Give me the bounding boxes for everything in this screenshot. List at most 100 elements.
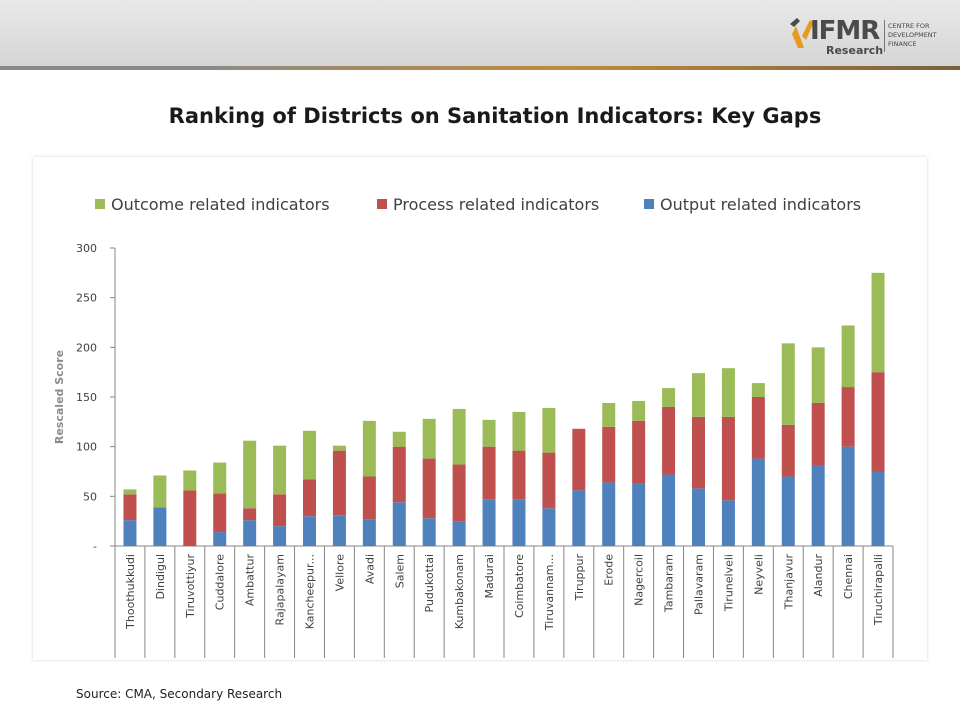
logo-divider [884,20,885,52]
bar-segment [721,368,735,417]
x-tick-label: Thanjavur [782,554,795,611]
bar-segment [362,519,376,546]
bar-segment [213,493,227,533]
bar-segment [153,475,167,508]
legend-swatch [644,199,654,209]
bar-segment [332,445,346,451]
bar-segment [692,488,705,546]
y-tick-label: 200 [76,341,97,354]
source-note: Source: CMA, Secondary Research [76,687,283,701]
header-accent-line [0,66,960,70]
stacked-bar-chart: - 50 100 150 200 250 300 Rescaled Score Thoothuk… [53,195,894,658]
bar-segment [123,489,137,495]
bar-segment [213,462,227,494]
bar-segment [452,464,466,522]
legend-label: Process related indicators [393,195,599,214]
x-tick-label: Kancheepur... [304,554,317,629]
x-tick-label: Salem [393,554,406,588]
x-tick-label: Alandur [812,554,825,597]
bar-segment [183,490,197,546]
bar-segment [273,445,287,495]
bar-segment [482,446,496,500]
bar-segment [213,532,227,546]
y-tick-label: - [93,540,97,553]
x-tick-label: Ambattur [244,554,257,607]
x-tick-label: Neyveli [752,554,765,595]
bar-segment [392,431,406,447]
bar-segment [602,482,616,546]
x-tick-label: Thoothukkudi [124,554,137,630]
x-tick-label: Erode [603,554,616,586]
bar-segment [243,440,257,509]
bar-segment [751,383,765,397]
logo-text: IFMR [810,16,880,46]
bar-segment [183,470,197,491]
bar-segment [781,343,795,425]
y-tick-label: 150 [76,391,97,404]
header-band [0,0,960,66]
y-axis-title: Rescaled Score [53,350,66,444]
bar-segment [632,483,646,546]
legend-label: Outcome related indicators [111,195,330,214]
bar-segment [362,476,376,520]
bar-segment [811,465,825,546]
bar-segment [841,446,855,546]
bar-segment [243,520,257,546]
x-tick-label: Tiruchirapalli [872,554,885,626]
bar-segment [751,397,765,459]
x-tick-label: Tambaram [663,554,676,613]
ifmr-logo: IFMR Research CENTRE FOR DEVELOPMENT FIN… [788,14,938,62]
bar-segment [452,408,466,465]
bar-segment [692,416,705,489]
x-tick-label: Chennai [842,554,855,599]
bar-segment [572,490,586,546]
bar-segment [123,520,137,546]
bar-segment [332,450,346,516]
bar-segment [392,502,406,546]
legend-label: Output related indicators [660,195,861,214]
bar-segment [303,516,316,546]
bar-segment [422,518,436,546]
bar-segment [512,450,526,500]
bar-segment [662,388,676,407]
bar-segment [602,426,616,483]
y-tick-label: 50 [83,490,97,503]
bar-segment [781,424,795,477]
x-tick-label: Pudukottai [423,554,436,613]
bar-segment [721,416,735,501]
x-tick-label: Madurai [483,554,496,599]
x-tick-label: Nagercoil [633,554,646,606]
slide-title: Ranking of Districts on Sanitation Indic… [168,104,822,128]
bar-segment [123,494,137,521]
bar-segment [303,479,316,517]
bar-segment [362,420,376,477]
bar-segment [243,508,257,521]
bar-segment [692,373,705,417]
bar-segment [392,446,406,503]
bar-segment [482,419,496,447]
bar-segment [332,515,346,546]
bar-segment [632,400,646,421]
x-tick-label: Avadi [363,554,376,584]
x-tick-label: Kumbakonam [453,554,466,629]
bar-segment [632,420,646,484]
x-tick-label: Tiruvannam... [543,554,556,631]
x-tick-label: Tiruvottiyur [184,554,197,619]
bar-segment [542,407,556,453]
bar-segment [153,507,167,546]
y-tick-label: 250 [76,292,97,305]
bar-segment [512,411,526,451]
bar-segment [572,428,586,491]
bar-segment [871,372,885,472]
logo-subtext: Research [826,44,884,57]
bar-segment [871,272,885,373]
logo-mark-icon [790,18,814,48]
bar-segment [452,521,466,546]
x-tick-label: Pallavaram [693,554,706,615]
bar-segment [841,325,855,388]
legend-swatch [95,199,105,209]
x-tick-label: Tirunelveli [722,554,735,612]
chart-panel: - 50 100 150 200 250 300 Rescaled Score Thoothuk… [33,157,927,660]
logo-tagline: CENTRE FOR DEVELOPMENT FINANCE [888,22,937,48]
bar-segment [422,458,436,519]
